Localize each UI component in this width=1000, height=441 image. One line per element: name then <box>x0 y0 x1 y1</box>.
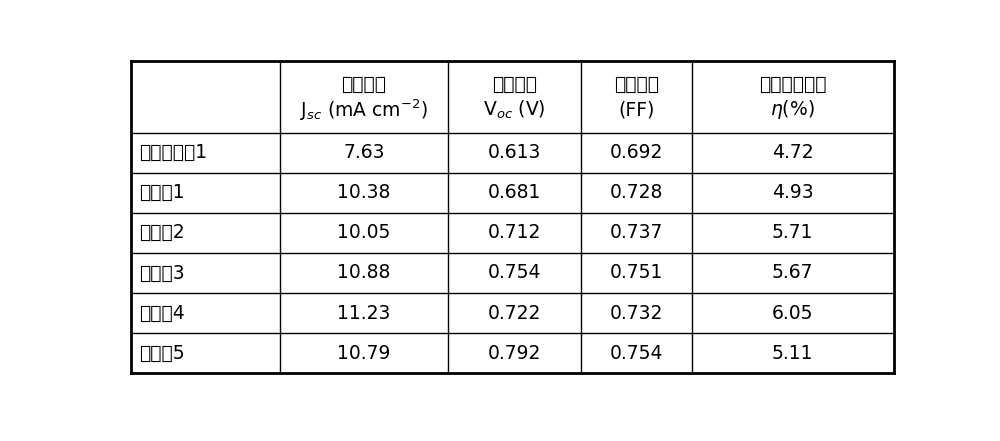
Text: V$_{oc}$ (V): V$_{oc}$ (V) <box>483 99 546 121</box>
Text: 10.79: 10.79 <box>337 344 390 363</box>
Text: 开路电压: 开路电压 <box>492 75 537 93</box>
Text: 填充因子: 填充因子 <box>614 75 659 93</box>
Text: 实施例5: 实施例5 <box>139 344 185 363</box>
Text: 实施例4: 实施例4 <box>139 303 185 322</box>
Text: 4.72: 4.72 <box>772 143 814 162</box>
Text: 7.63: 7.63 <box>343 143 385 162</box>
Text: 0.728: 0.728 <box>610 183 663 202</box>
Text: 0.613: 0.613 <box>488 143 541 162</box>
Text: 11.23: 11.23 <box>337 303 390 322</box>
Text: 实施例2: 实施例2 <box>139 224 185 243</box>
Text: 10.88: 10.88 <box>337 263 390 283</box>
Text: 5.71: 5.71 <box>772 224 814 243</box>
Text: 0.792: 0.792 <box>488 344 541 363</box>
Text: 0.692: 0.692 <box>610 143 663 162</box>
Text: 实施例1: 实施例1 <box>139 183 185 202</box>
Text: 0.732: 0.732 <box>610 303 663 322</box>
Text: 10.05: 10.05 <box>337 224 390 243</box>
Text: J$_{sc}$ (mA cm$^{-2}$): J$_{sc}$ (mA cm$^{-2}$) <box>300 97 428 123</box>
Text: 0.712: 0.712 <box>488 224 541 243</box>
Text: $\eta$(%): $\eta$(%) <box>770 98 815 121</box>
Text: 4.93: 4.93 <box>772 183 814 202</box>
Text: 实施例3: 实施例3 <box>139 263 185 283</box>
Text: 短路电流: 短路电流 <box>341 75 386 93</box>
Text: 0.751: 0.751 <box>610 263 663 283</box>
Text: (FF): (FF) <box>618 101 655 120</box>
Text: 5.11: 5.11 <box>772 344 814 363</box>
Text: 6.05: 6.05 <box>772 303 814 322</box>
Text: 5.67: 5.67 <box>772 263 814 283</box>
Text: 0.754: 0.754 <box>610 344 663 363</box>
Text: 比较实施例1: 比较实施例1 <box>139 143 207 162</box>
Text: 光电转换效率: 光电转换效率 <box>759 75 827 93</box>
Text: 0.722: 0.722 <box>488 303 541 322</box>
Text: 10.38: 10.38 <box>337 183 390 202</box>
Text: 0.754: 0.754 <box>488 263 541 283</box>
Text: 0.681: 0.681 <box>488 183 541 202</box>
Text: 0.737: 0.737 <box>610 224 663 243</box>
